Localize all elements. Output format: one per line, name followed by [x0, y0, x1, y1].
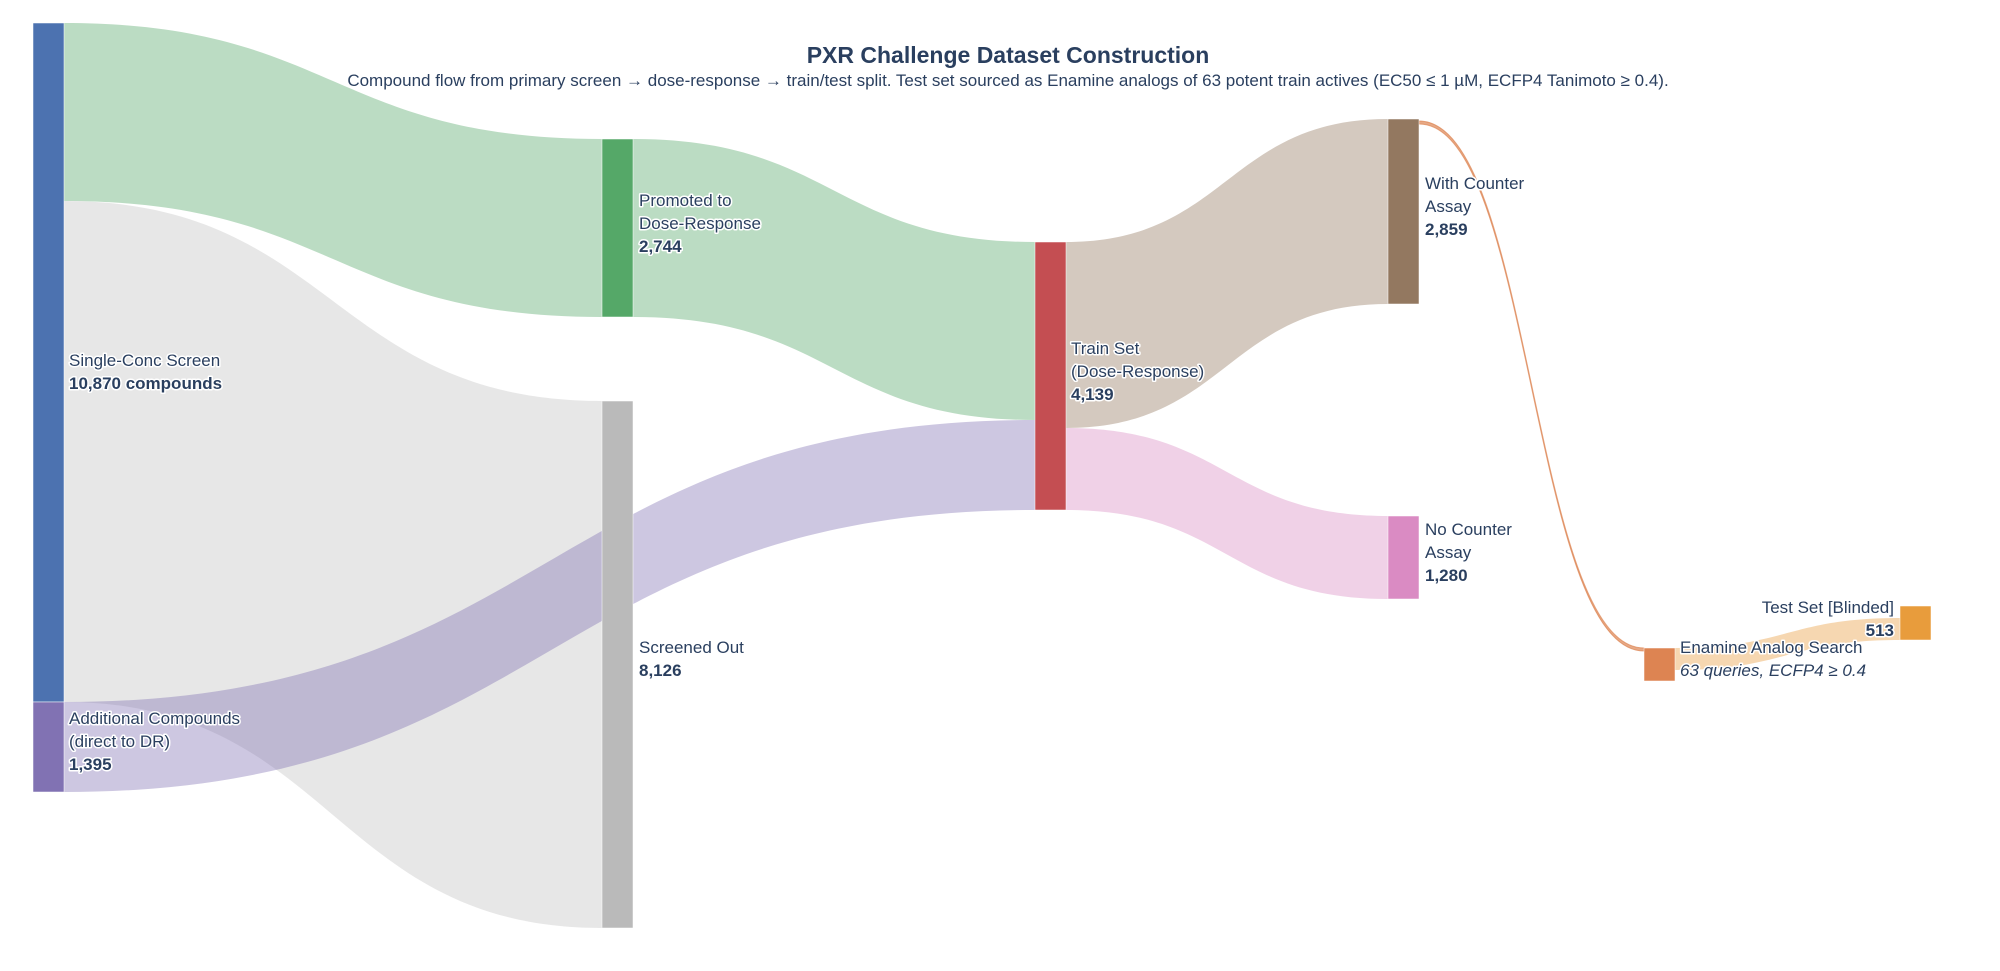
link-promoted-to-train: [633, 139, 1035, 420]
link-enamine-to-test: [1675, 618, 1900, 670]
node-label-with_counter: With Counter Assay 2,859: [1425, 174, 1525, 239]
node-label-additional: Additional Compounds (direct to DR) 1,395: [69, 709, 240, 774]
labels-layer: Single-Conc Screen 10,870 compounds Additi…: [68, 173, 1896, 776]
node-label-no_counter: No Counter Assay 1,280: [1425, 520, 1512, 585]
node-value: 513: [1866, 621, 1894, 640]
node-train: [1034, 241, 1067, 511]
link-train-to-with_counter: [1066, 119, 1388, 428]
node-label-line: Assay: [1425, 197, 1472, 216]
node-value: 2,859: [1425, 220, 1468, 239]
node-label-train: Train Set (Dose-Response) 4,139: [1071, 339, 1204, 404]
node-label-promoted: Promoted to Dose-Response 2,744: [639, 191, 761, 256]
node-enamine: [1643, 647, 1676, 682]
node-label-line: Screened Out: [639, 638, 744, 657]
link-single-to-promoted: [64, 23, 602, 317]
link-single-to-screened_out: [64, 201, 602, 928]
node-label-line: Enamine Analog Search: [1680, 638, 1862, 657]
node-label-enamine: Enamine Analog Search 63 queries, ECFP4 ≥…: [1680, 638, 1866, 680]
node-promoted: [601, 138, 634, 318]
node-value: 2,744: [639, 237, 682, 256]
node-additional: [32, 701, 65, 793]
node-with_counter: [1387, 118, 1420, 305]
node-value: 63 queries, ECFP4 ≥ 0.4: [1680, 661, 1866, 680]
node-label-line: No Counter: [1425, 520, 1512, 539]
node-label-line: (direct to DR): [69, 732, 170, 751]
node-label-single: Single-Conc Screen 10,870 compounds: [69, 351, 222, 393]
node-value: 1,280: [1425, 566, 1468, 585]
node-value: 8,126: [639, 661, 682, 680]
nodes-layer: [32, 22, 1932, 929]
node-single: [32, 22, 65, 703]
node-label-screened_out: Screened Out 8,126: [639, 638, 744, 680]
node-label-line: (Dose-Response): [1071, 362, 1204, 381]
node-value: 10,870 compounds: [69, 374, 222, 393]
node-no_counter: [1387, 515, 1420, 600]
node-screened_out: [601, 400, 634, 929]
node-label-test: Test Set [Blinded] 513: [1762, 598, 1894, 640]
node-value: 1,395: [69, 755, 112, 774]
link-additional-to-train: [64, 420, 1035, 792]
node-label-line: Assay: [1425, 543, 1472, 562]
node-label-line: Additional Compounds: [69, 709, 240, 728]
links-layer: [64, 23, 1900, 928]
node-test: [1899, 605, 1932, 641]
node-label-line: Single-Conc Screen: [69, 351, 220, 370]
node-label-line: With Counter: [1425, 174, 1525, 193]
node-value: 4,139: [1071, 385, 1114, 404]
node-label-line: Test Set [Blinded]: [1762, 598, 1894, 617]
node-label-line: Dose-Response: [639, 214, 761, 233]
node-label-line: Train Set: [1071, 339, 1140, 358]
chart-title: PXR Challenge Dataset Construction: [807, 42, 1210, 68]
link-train-to-no_counter: [1066, 428, 1388, 599]
chart-subtitle: Compound flow from primary screen → dose…: [347, 71, 1668, 90]
node-label-line: Promoted to: [639, 191, 732, 210]
